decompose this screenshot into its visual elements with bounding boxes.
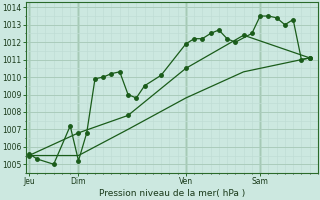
X-axis label: Pression niveau de la mer( hPa ): Pression niveau de la mer( hPa ) — [99, 189, 245, 198]
